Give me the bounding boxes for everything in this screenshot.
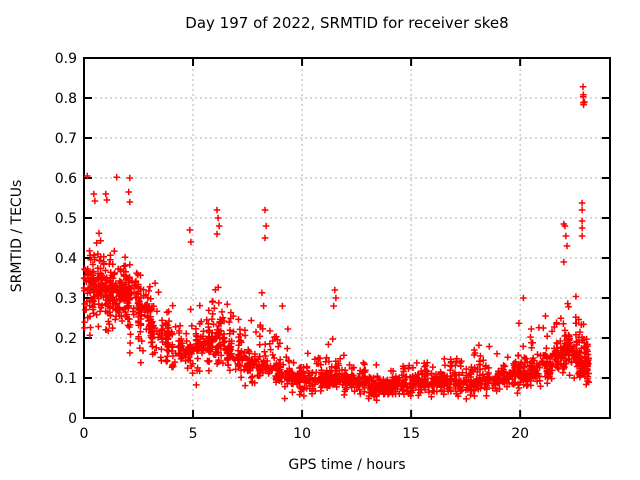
plot-border [83,57,611,419]
y-tick-label: 0.8 [55,91,77,107]
y-tick-label: 0.4 [55,251,77,267]
x-tick-label: 20 [511,426,529,442]
y-tick-label: 0.9 [55,51,77,67]
y-axis-label: SRMTID / TECUs [9,180,25,293]
y-tick-label: 0.7 [55,131,77,147]
y-tick-label: 0 [68,411,77,427]
axes-frame [83,57,611,419]
y-tick-label: 0.5 [55,211,77,227]
tick-labels-layer: 0 5 10 15 20 0 0.1 0.2 0.3 0.4 0.5 0.6 0.7 0.8 0.9 [55,51,529,442]
scatter-points [80,83,593,404]
grid-layer [85,59,609,417]
x-tick-label: 10 [293,426,311,442]
y-tick-label: 0.1 [55,371,77,387]
x-tick-label: 5 [189,426,198,442]
y-tick-label: 0.3 [55,291,77,307]
y-tick-label: 0.6 [55,171,77,187]
x-tick-label: 15 [402,426,420,442]
x-axis-label: GPS time / hours [288,457,405,473]
scatter-points-layer [80,83,593,404]
x-tick-label: 0 [80,426,89,442]
y-tick-label: 0.2 [55,331,77,347]
chart-title: Day 197 of 2022, SRMTID for receiver ske… [185,14,508,32]
